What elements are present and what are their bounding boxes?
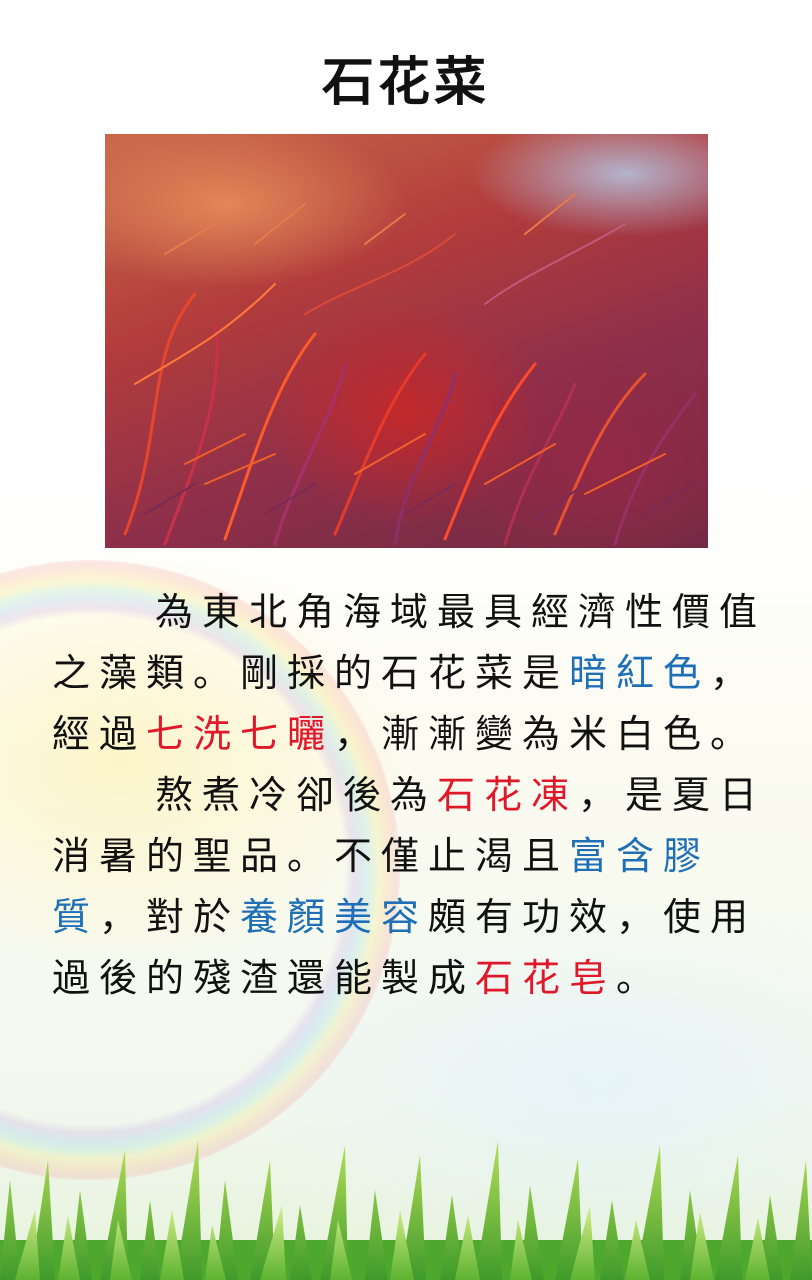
text-run: ，對於 [99,895,241,939]
text-run: ，經過 [52,651,758,756]
text-run: 頗有功效，使用過後的殘渣還能製成 [52,895,758,1000]
highlight-rich-in-gelatin: 富含膠質 [52,834,711,939]
text-run: ，漸漸變為米白色。 [334,712,758,756]
highlight-agar-soap: 石花皂 [475,956,617,1000]
paragraph-1: 為東北角海域最具經濟性價值之藻類。剛採的石花菜是暗紅色，經過七洗七曬，漸漸變為米… [52,582,772,765]
paragraph-2: 熬煮冷卻後為石花凍，是夏日消暑的聖品。不僅止渴且富含膠質，對於養顏美容頗有功效，… [52,765,772,1009]
highlight-wash-dry-process: 七洗七曬 [146,712,335,756]
text-run: ，是夏日消暑的聖品。不僅止渴且 [52,773,767,878]
highlight-dark-red-color: 暗紅色 [569,651,711,695]
description-text: 為東北角海域最具經濟性價值之藻類。剛採的石花菜是暗紅色，經過七洗七曬，漸漸變為米… [52,582,772,1009]
text-run: 為東北角海域最具經濟性價值之藻類。剛採的石花菜是 [52,590,767,695]
highlight-agar-jelly: 石花凍 [437,773,579,817]
grass-decoration [0,1140,812,1280]
text-run: 。 [616,956,664,1000]
highlight-beauty: 養顏美容 [240,895,429,939]
page-title: 石花菜 [321,52,490,113]
seaweed-photo [105,134,708,548]
text-run: 熬煮冷卻後為 [155,773,438,817]
